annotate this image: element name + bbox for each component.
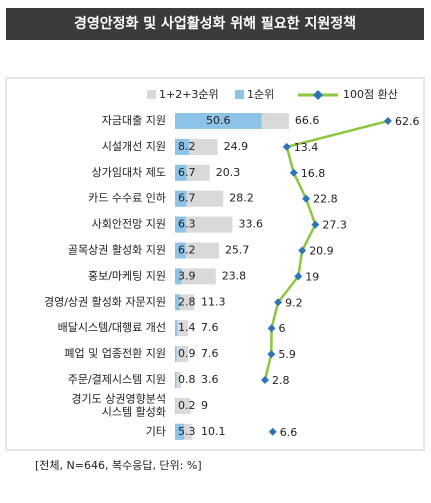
value-label: 2.8: [178, 295, 196, 308]
value-label: 3.9: [178, 269, 196, 282]
category-label: 시설개선 지원: [102, 140, 166, 153]
bar-first: [175, 372, 176, 388]
plot-frame: [6, 78, 424, 450]
category-label: 폐업 및 업종전환 지원: [64, 347, 166, 360]
line-marker: [302, 195, 310, 203]
value-label: 8.2: [178, 140, 196, 153]
line-value-label: 62.6: [395, 115, 420, 128]
value-label: 23.8: [222, 269, 247, 282]
category-label: 상가임대차 제도: [92, 166, 166, 179]
line-value-label: 2.8: [272, 374, 290, 387]
line-marker: [283, 143, 291, 151]
bar-first: [175, 346, 177, 362]
line-marker: [384, 117, 392, 125]
value-label: 6.7: [178, 166, 196, 179]
legend-label: 100점 환산: [343, 88, 398, 101]
value-label: 24.9: [224, 140, 249, 153]
value-label: 6.3: [178, 218, 196, 231]
value-label: 0.8: [178, 373, 196, 386]
value-label: 7.6: [201, 347, 219, 360]
category-label: 주문/결제시스템 지원: [68, 373, 166, 386]
category-label: 골목상권 활성화 지원: [68, 243, 166, 257]
line-value-label: 13.4: [294, 141, 319, 154]
line-value-label: 19: [305, 270, 319, 283]
value-label: 0.9: [178, 347, 196, 360]
category-label: 기타: [146, 425, 166, 438]
category-label: 홍보/마케팅 지원: [88, 268, 166, 282]
value-label: 20.3: [216, 166, 241, 179]
line-value-label: 6: [279, 322, 286, 335]
value-label: 0.2: [178, 399, 196, 412]
value-label: 50.6: [206, 114, 231, 127]
line-marker: [267, 350, 275, 358]
value-label: 5.3: [178, 425, 196, 438]
legend-marker: [313, 90, 323, 100]
value-label: 28.2: [229, 192, 254, 205]
value-label: 6.2: [178, 244, 196, 257]
value-label: 9: [201, 399, 208, 412]
line-marker: [290, 169, 298, 177]
legend-swatch: [235, 90, 244, 99]
line-value-label: 5.9: [278, 348, 296, 361]
value-label: 10.1: [201, 425, 226, 438]
legend-label: 1순위: [247, 88, 274, 101]
line-marker: [268, 324, 276, 332]
line-marker: [261, 376, 269, 384]
value-label: 3.6: [201, 373, 219, 386]
note: [전체, N=646, 복수응답, 단위: %]: [35, 459, 202, 472]
legend-swatch: [147, 90, 156, 99]
line-value-label: 20.9: [309, 245, 334, 258]
line-marker: [269, 428, 277, 436]
value-label: 6.7: [178, 192, 196, 205]
value-label: 7.6: [201, 321, 219, 334]
value-label: 1.4: [178, 321, 196, 334]
line-value-label: 9.2: [285, 296, 303, 309]
line-value-label: 6.6: [280, 426, 298, 439]
line-value-label: 22.8: [313, 193, 338, 206]
chart-title: 경영안정화 및 사업활성화 위해 필요한 지원정책: [74, 15, 356, 32]
line-value-label: 27.3: [322, 219, 347, 232]
legend-label: 1+2+3순위: [159, 88, 219, 101]
value-label: 33.6: [238, 218, 263, 231]
value-label: 25.7: [225, 244, 250, 257]
category-label: 카드 수수료 인하: [88, 191, 166, 205]
line-value-label: 16.8: [301, 167, 326, 180]
category-label: 배달시스템/대행료 개선: [58, 321, 166, 334]
value-label: 11.3: [201, 295, 226, 308]
category-label: 자금대출 지원: [102, 114, 166, 127]
category-label: 경영/상권 활성화 자문지원: [44, 294, 166, 308]
value-label: 66.6: [295, 114, 320, 127]
category-label: 사회안전망 지원: [92, 218, 166, 231]
